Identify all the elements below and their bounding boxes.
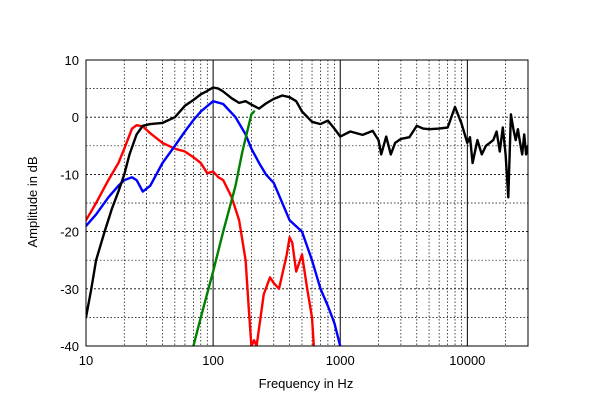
x-tick-label: 1000: [326, 353, 355, 368]
series-line-1: [86, 99, 342, 346]
series-line-2: [192, 110, 256, 346]
plot-frame: [85, 59, 529, 347]
x-tick-label: 10000: [449, 353, 485, 368]
x-tick-label: 10: [79, 353, 93, 368]
y-tick-label: -40: [60, 339, 79, 354]
y-axis-title: Amplitude in dB: [25, 156, 40, 247]
series-layer: [86, 86, 528, 346]
y-tick-label: -30: [60, 282, 79, 297]
y-tick-label: 10: [65, 53, 79, 68]
y-tick-label: 0: [72, 110, 79, 125]
y-tick-label: -10: [60, 167, 79, 182]
y-tick-label: -20: [60, 225, 79, 240]
minor-grid: [86, 60, 529, 346]
series-line-0: [86, 123, 315, 346]
series-line-3: [86, 86, 528, 319]
x-axis-title: Frequency in Hz: [259, 376, 354, 391]
x-tick-label: 100: [202, 353, 224, 368]
